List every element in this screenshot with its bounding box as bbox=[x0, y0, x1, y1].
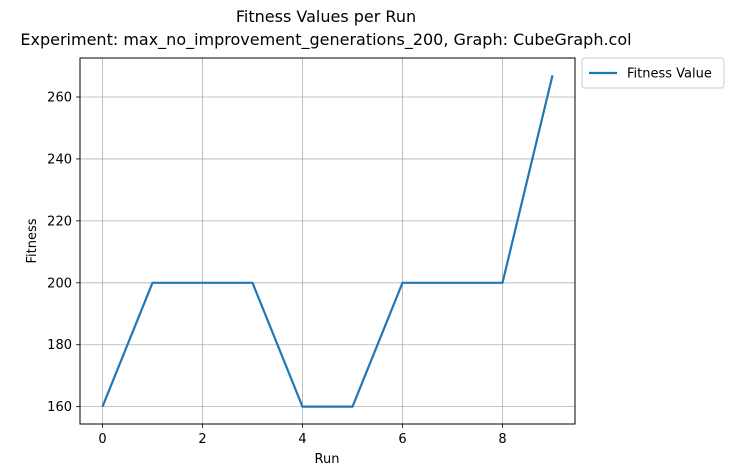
chart-title: Fitness Values per Run bbox=[236, 7, 416, 26]
x-axis-label: Run bbox=[315, 452, 340, 467]
legend-label-fitness-value: Fitness Value bbox=[627, 67, 712, 82]
x-tick-label: 0 bbox=[98, 432, 106, 447]
x-tick-label: 2 bbox=[198, 432, 206, 447]
y-tick-label: 180 bbox=[47, 338, 72, 353]
y-tick-label: 200 bbox=[47, 276, 72, 291]
y-tick-label: 160 bbox=[47, 400, 72, 415]
y-tick-label: 240 bbox=[47, 152, 72, 167]
y-tick-label: 220 bbox=[47, 214, 72, 229]
y-tick-label: 260 bbox=[47, 91, 72, 106]
x-tick-label: 4 bbox=[298, 432, 306, 447]
x-tick-label: 8 bbox=[498, 432, 506, 447]
y-axis-label: Fitness bbox=[25, 218, 40, 263]
legend-box bbox=[581, 57, 725, 89]
chart-subtitle: Experiment: max_no_improvement_generatio… bbox=[20, 30, 631, 50]
plot-frame bbox=[79, 57, 576, 425]
legend: Fitness Value bbox=[581, 57, 725, 89]
axis-ticks: 0 2 4 6 8 160 180 200 220 240 260 bbox=[47, 91, 506, 447]
x-tick-label: 6 bbox=[398, 432, 406, 447]
series-layer bbox=[101, 75, 554, 408]
series-line-fitness-value bbox=[101, 75, 554, 408]
grid-lines bbox=[80, 58, 575, 424]
